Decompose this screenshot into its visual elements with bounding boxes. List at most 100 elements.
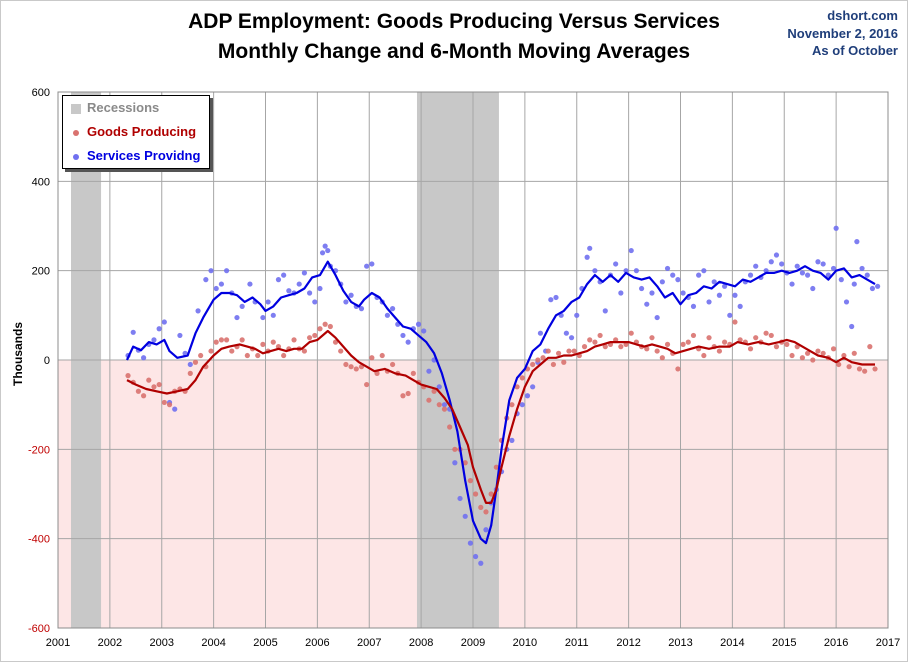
goods-monthly-point [768,332,774,339]
goods-monthly-point [306,335,313,341]
services-monthly-point [737,303,743,309]
goods-monthly-point [820,350,826,356]
services-monthly-point [716,292,723,298]
goods-monthly-point [550,361,557,368]
services-monthly-point [195,308,201,314]
services-monthly-point [472,553,479,560]
services-monthly-point [343,299,349,305]
x-tick-label: 2012 [616,637,640,649]
goods-monthly-point [784,341,790,347]
services-monthly-point [628,247,634,254]
goods-monthly-point [732,319,738,325]
goods-monthly-point [836,361,842,368]
goods-monthly-point [452,446,458,452]
goods-monthly-point [400,393,406,399]
x-tick-label: 2015 [772,637,796,649]
y-tick-label: 600 [32,87,50,99]
goods-monthly-point [218,337,225,343]
goods-monthly-point [281,352,287,359]
services-monthly-point [747,272,754,278]
goods-monthly-point [587,337,593,343]
goods-monthly-point [841,352,847,359]
goods-monthly-point [239,337,245,343]
services-monthly-point [779,261,785,267]
services-monthly-point [203,277,209,283]
services-monthly-point [156,326,162,332]
services-monthly-point [462,513,468,519]
goods-monthly-point [592,339,598,345]
services-monthly-point [820,261,826,267]
goods-monthly-point [789,352,795,359]
goods-monthly-point [260,341,266,347]
goods-monthly-point [291,337,297,343]
chart-subtitle: Monthly Change and 6-Month Moving Averag… [217,40,691,63]
goods-monthly-point [799,355,806,361]
services-monthly-point [638,285,645,292]
services-monthly-point [306,290,313,296]
goods-monthly-point [851,350,857,356]
goods-monthly-point [467,478,474,484]
services-monthly-point [182,350,188,356]
legend: Recessions Goods Producing Services Prov… [62,95,210,169]
services-monthly-point [247,281,253,287]
goods-monthly-point [602,344,608,350]
goods-monthly-point [478,504,484,510]
services-monthly-point [426,368,432,374]
goods-moving-average-line [126,329,875,504]
goods-monthly-point [664,341,671,347]
goods-monthly-point [810,357,816,363]
goods-monthly-point [146,377,152,383]
services-monthly-point [223,268,230,274]
legend-label-goods: Goods Producing [87,124,197,139]
goods-monthly-point [675,366,681,372]
goods-monthly-point [317,326,323,332]
services-monthly-point [530,384,536,390]
services-monthly-point [587,245,593,251]
goods-monthly-point [716,348,723,354]
services-monthly-point [187,361,193,368]
services-monthly-point [592,268,598,274]
goods-monthly-point [270,339,276,345]
y-tick-label: 200 [32,266,50,278]
goods-monthly-point [483,509,489,515]
services-monthly-point [239,303,245,309]
goods-monthly-point [472,491,479,497]
goods-monthly-point [753,335,759,341]
services-monthly-point [151,337,157,343]
goods-monthly-point [581,344,588,350]
services-monthly-point [553,294,559,301]
goods-monthly-point [312,332,318,339]
goods-monthly-point [348,364,354,370]
goods-monthly-point [659,355,665,361]
services-monthly-point [130,329,136,335]
goods-monthly-point [151,384,157,390]
goods-monthly-point [275,344,282,350]
date-label: November 2, 2016 [787,26,898,41]
services-monthly-point [177,332,183,339]
services-monthly-point [467,540,474,546]
services-monthly-point [317,285,323,292]
services-monthly-point [322,243,328,249]
services-monthly-point [519,402,525,408]
x-tick-label: 2001 [46,637,70,649]
goods-monthly-point [535,357,541,363]
goods-monthly-point [545,348,551,354]
services-monthly-point [568,335,575,341]
goods-monthly-point [405,390,411,397]
services-monthly-point [415,321,422,327]
goods-monthly-point [493,464,499,470]
legend-services-swatch [73,153,79,160]
goods-monthly-point [856,366,863,372]
services-monthly-point [441,402,448,408]
x-tick-label: 2002 [98,637,122,649]
services-monthly-point [301,270,308,276]
services-monthly-point [859,265,865,272]
goods-monthly-point [327,323,333,330]
services-monthly-point [296,281,302,287]
services-monthly-point [389,306,396,312]
goods-monthly-point [706,335,712,341]
services-monthly-point [799,270,806,276]
services-monthly-point [563,330,569,336]
services-monthly-point [584,254,590,260]
